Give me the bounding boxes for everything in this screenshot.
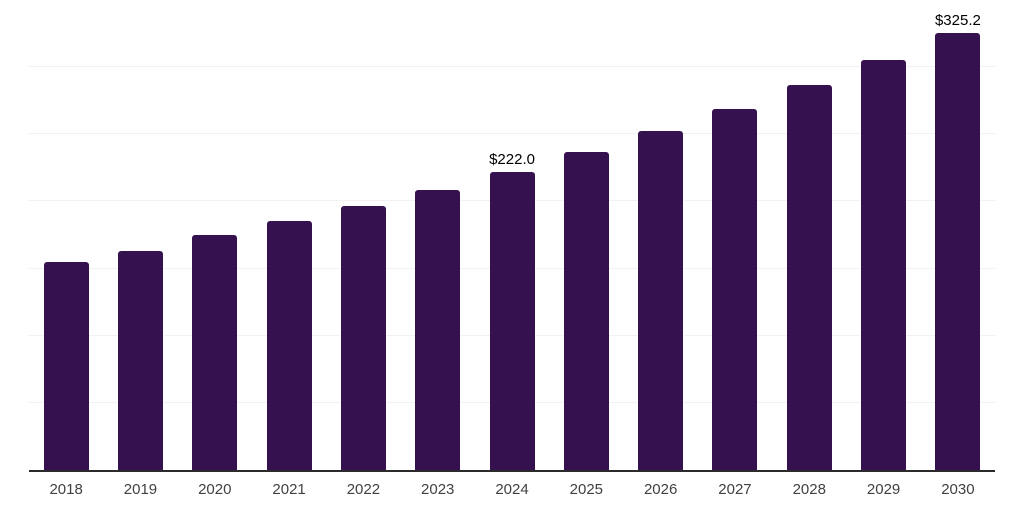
bar-slot-2023 <box>401 0 475 470</box>
x-tick-label-2023: 2023 <box>421 481 455 498</box>
x-tick-label-2028: 2028 <box>792 481 826 498</box>
bar-2021 <box>266 221 312 470</box>
bar-2026 <box>638 131 684 470</box>
bar-2023 <box>415 190 461 470</box>
bar-slot-2018 <box>29 0 103 470</box>
bar-2022 <box>340 206 386 470</box>
x-tick-label-2025: 2025 <box>569 481 604 498</box>
bar-slot-2021 <box>252 0 326 470</box>
value-label-2024: $222.0 <box>489 150 535 168</box>
x-tick-label-2024: 2024 <box>495 481 529 498</box>
bar-slot-2028 <box>772 0 846 470</box>
bar-2030: $325.2 <box>935 12 981 470</box>
bar-2025 <box>563 152 609 470</box>
x-tick-label-2018: 2018 <box>49 481 83 498</box>
x-tick-label-2022: 2022 <box>346 481 381 498</box>
bar-2029 <box>861 60 907 470</box>
x-axis-tick-labels: 2018 2019 2020 2021 2022 2023 2024 2025 2026 2027… <box>29 481 995 498</box>
bar-2024: $222.0 <box>489 151 535 470</box>
value-label-2030: $325.2 <box>934 12 981 30</box>
bar-2020 <box>192 235 238 470</box>
plot-area: $222.0 $325.2 <box>29 0 995 470</box>
x-tick-label-2027: 2027 <box>718 481 752 498</box>
bar-slot-2024: $222.0 <box>475 0 549 470</box>
x-tick-label-2029: 2029 <box>866 481 901 498</box>
x-tick-label-2026: 2026 <box>643 481 678 498</box>
x-axis-line <box>29 470 995 472</box>
x-tick-label-2020: 2020 <box>198 481 232 498</box>
bar-slot-2020 <box>178 0 252 470</box>
gridline-300 <box>29 66 995 68</box>
bars-layer: $222.0 $325.2 <box>29 0 995 470</box>
bar-slot-2029 <box>846 0 920 470</box>
bar-slot-2026 <box>624 0 698 470</box>
bar-slot-2027 <box>698 0 772 470</box>
bar-2028 <box>786 85 832 470</box>
x-tick-label-2030: 2030 <box>941 481 975 498</box>
bar-2018 <box>43 262 89 470</box>
bar-2027 <box>712 109 758 470</box>
bar-slot-2025 <box>549 0 623 470</box>
bar-slot-2019 <box>103 0 177 470</box>
bar-2019 <box>117 250 163 470</box>
x-tick-label-2019: 2019 <box>123 481 158 498</box>
gridline-250 <box>29 133 995 135</box>
x-tick-label-2021: 2021 <box>272 481 306 498</box>
bar-slot-2022 <box>326 0 400 470</box>
bar-slot-2030: $325.2 <box>921 0 995 470</box>
